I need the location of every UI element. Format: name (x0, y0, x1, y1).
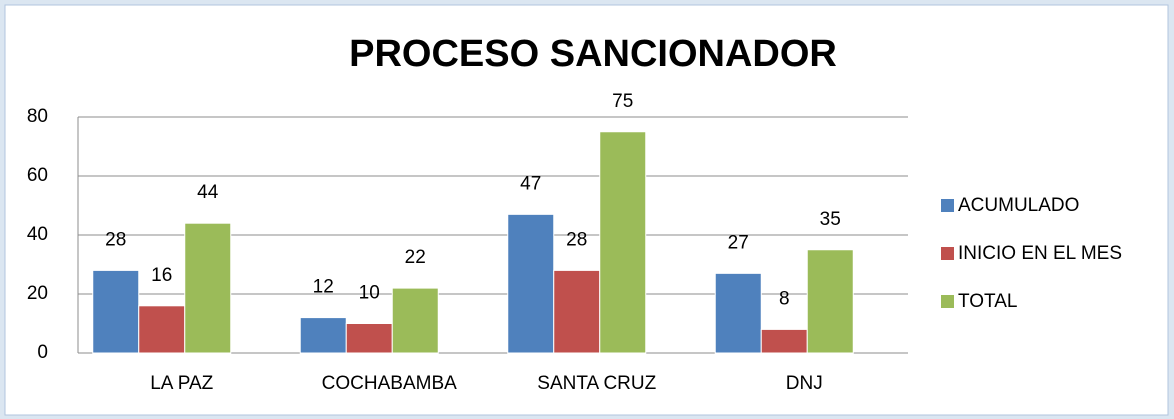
bar (714, 272, 762, 354)
y-tick-label: 20 (27, 283, 48, 304)
legend-swatch (941, 199, 954, 212)
data-label: 16 (151, 265, 172, 286)
data-label: 28 (566, 229, 587, 250)
bar (138, 305, 186, 354)
legend-label: INICIO EN EL MES (958, 243, 1122, 264)
y-tick-label: 0 (37, 342, 48, 363)
bar (507, 213, 555, 354)
legend-swatch (941, 295, 954, 308)
bar (92, 269, 140, 354)
x-tick-label: COCHABAMBA (322, 373, 457, 394)
bar (553, 269, 601, 354)
x-tick-label: SANTA CRUZ (537, 373, 656, 394)
legend-label: TOTAL (958, 291, 1017, 312)
data-label: 47 (520, 173, 541, 194)
chart-title: PROCESO SANCIONADOR (349, 33, 837, 75)
bar (299, 317, 347, 354)
legend-label: ACUMULADO (958, 195, 1079, 216)
bar (760, 328, 808, 354)
x-tick-label: LA PAZ (150, 373, 213, 394)
bar (345, 323, 393, 354)
data-label: 22 (405, 247, 426, 268)
bar (599, 131, 647, 354)
bar (184, 222, 232, 354)
bar (806, 249, 854, 354)
bar (391, 287, 439, 354)
data-label: 12 (313, 277, 334, 298)
y-tick-label: 60 (27, 165, 48, 186)
x-tick-label: DNJ (786, 373, 823, 394)
y-tick-label: 40 (27, 224, 48, 245)
legend-swatch (941, 247, 954, 260)
data-label: 35 (820, 209, 841, 230)
data-label: 75 (612, 91, 633, 112)
data-label: 10 (359, 283, 380, 304)
data-label: 8 (779, 288, 790, 309)
data-label: 44 (197, 182, 219, 203)
data-label: 28 (105, 229, 126, 250)
y-tick-label: 80 (27, 106, 48, 127)
data-label: 27 (728, 232, 749, 253)
